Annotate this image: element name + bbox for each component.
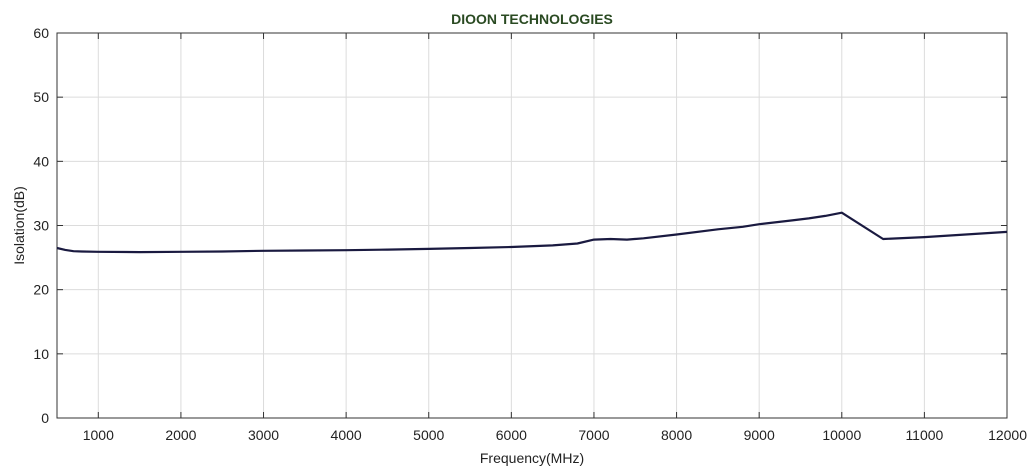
y-tick-label: 30	[33, 218, 49, 234]
y-tick-label: 0	[41, 410, 49, 426]
x-tick-label: 7000	[578, 427, 609, 443]
x-tick-labels: 1000 2000 3000 4000 5000 6000 7000 8000 9000 1000…	[83, 427, 1027, 443]
y-tick-label: 40	[33, 153, 49, 169]
x-axis-label: Frequency(MHz)	[480, 450, 584, 466]
y-tick-label: 60	[33, 25, 49, 41]
y-tick-label: 10	[33, 346, 49, 362]
grid	[57, 32, 1008, 419]
x-tick-label: 4000	[331, 427, 362, 443]
x-tick-label: 1000	[83, 427, 114, 443]
y-tick-labels: 0 10 20 30 40 50 60	[33, 25, 49, 426]
x-tick-label: 2000	[165, 427, 196, 443]
isolation-series-line	[56, 211, 1008, 254]
axis-ticks	[57, 32, 1008, 419]
x-tick-label: 3000	[248, 427, 279, 443]
y-tick-label: 50	[33, 89, 49, 105]
y-tick-label: 20	[33, 282, 49, 298]
x-tick-label: 8000	[661, 427, 692, 443]
x-tick-label: 11000	[905, 427, 943, 443]
x-tick-label: 10000	[822, 427, 861, 443]
y-axis-label: Isolation(dB)	[11, 186, 27, 265]
chart-title: DIOON TECHNOLOGIES	[451, 11, 613, 27]
x-tick-label: 6000	[496, 427, 527, 443]
x-tick-label: 9000	[744, 427, 775, 443]
x-tick-label: 5000	[413, 427, 444, 443]
x-tick-label: 12000	[988, 427, 1027, 443]
